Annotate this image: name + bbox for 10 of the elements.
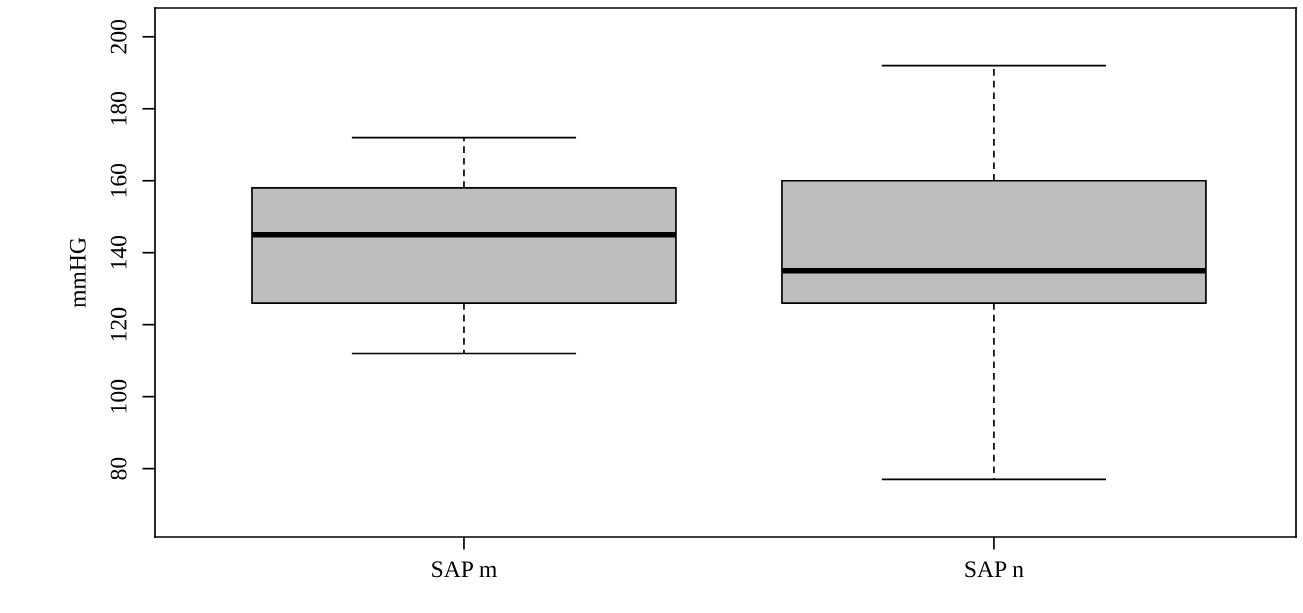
y-tick-label: 120 bbox=[110, 307, 127, 341]
y-tick-label: 180 bbox=[110, 91, 127, 125]
x-tick-label: SAP n bbox=[965, 561, 1024, 578]
y-tick-label: 200 bbox=[110, 19, 127, 54]
y-tick-label: 100 bbox=[110, 379, 127, 413]
y-axis-title: mmHG bbox=[69, 237, 86, 308]
y-tick-label: 80 bbox=[110, 457, 127, 480]
x-tick-label: SAP m bbox=[432, 561, 497, 578]
y-tick-label: 140 bbox=[110, 235, 127, 269]
y-tick-label: 160 bbox=[110, 163, 127, 197]
